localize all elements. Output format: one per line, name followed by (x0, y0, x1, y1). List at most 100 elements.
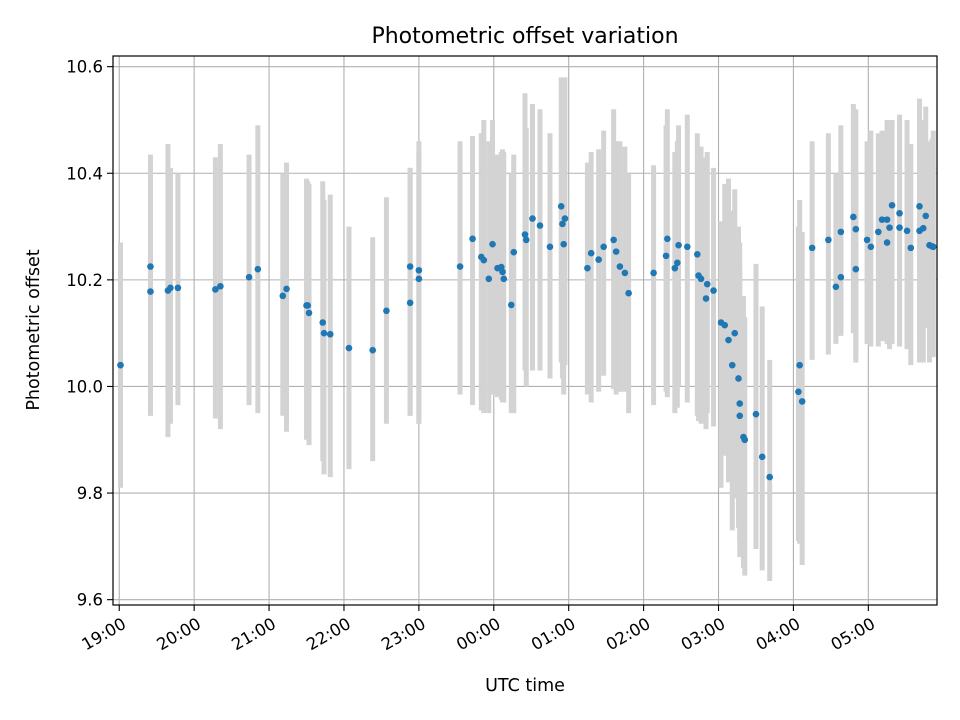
data-point (852, 265, 860, 273)
data-point (888, 201, 896, 209)
data-point (916, 203, 923, 210)
y-tick-label: 9.8 (77, 484, 103, 503)
data-point (625, 289, 632, 297)
data-point (867, 243, 875, 251)
data-point (345, 344, 353, 352)
data-point (766, 473, 774, 481)
data-point (546, 243, 554, 251)
data-point (922, 212, 930, 220)
data-point (521, 231, 529, 238)
data-point (480, 256, 488, 264)
data-point (929, 243, 937, 251)
data-point (896, 224, 903, 231)
data-point (595, 256, 602, 263)
data-point (485, 275, 493, 283)
data-point (245, 273, 253, 281)
data-point (907, 244, 915, 252)
data-point (559, 220, 566, 228)
data-point (728, 361, 736, 369)
data-point (616, 263, 624, 270)
data-point (675, 241, 682, 249)
data-point (664, 235, 671, 243)
data-point (735, 375, 742, 382)
data-point (875, 228, 882, 236)
data-point (796, 361, 803, 369)
data-point (610, 236, 617, 244)
data-point (500, 275, 508, 283)
data-point (587, 249, 595, 257)
data-point (674, 259, 681, 267)
data-point (671, 264, 679, 272)
data-point (406, 299, 414, 307)
data-point (536, 222, 544, 229)
data-point (741, 436, 749, 444)
data-point (600, 243, 607, 251)
data-point (697, 275, 705, 283)
x-axis-label: UTC time (485, 676, 565, 696)
data-point (254, 265, 262, 273)
data-point (320, 329, 328, 337)
data-point (279, 292, 287, 300)
data-point (702, 295, 710, 302)
data-point (662, 252, 670, 260)
data-point (731, 329, 739, 337)
data-point (903, 227, 911, 235)
data-point (825, 236, 832, 244)
data-point (489, 240, 496, 248)
data-point (684, 243, 691, 251)
data-point (167, 284, 174, 292)
data-point (369, 346, 376, 354)
chart-title: Photometric offset variation (371, 24, 678, 49)
data-point (305, 309, 313, 317)
data-point (469, 235, 476, 243)
y-tick-label: 10.6 (66, 58, 103, 77)
data-point (456, 263, 464, 270)
data-point (612, 248, 620, 255)
data-point (147, 288, 154, 295)
data-point (529, 215, 536, 222)
data-point (752, 410, 760, 418)
y-tick-label: 10.2 (66, 271, 103, 290)
y-tick-label: 10.4 (66, 164, 103, 183)
data-point (878, 216, 886, 223)
data-point (883, 239, 891, 246)
data-point (212, 286, 219, 293)
data-point (832, 283, 840, 291)
data-point (406, 263, 414, 270)
data-point (850, 213, 857, 221)
data-point (499, 268, 506, 276)
data-point (557, 203, 565, 210)
y-axis-label: Photometric offset (24, 249, 44, 410)
data-point (795, 388, 802, 396)
data-point (174, 284, 182, 292)
data-point (693, 250, 701, 258)
data-point (304, 302, 312, 309)
data-point (896, 209, 903, 217)
data-point (710, 287, 717, 294)
data-point (561, 215, 569, 222)
data-point (217, 282, 224, 290)
data-point (837, 273, 845, 281)
data-point (650, 269, 657, 277)
data-point (560, 240, 568, 248)
data-point (886, 224, 893, 231)
y-tick-label: 9.6 (77, 591, 103, 610)
data-point (808, 244, 816, 252)
data-point (798, 398, 806, 405)
data-point (852, 225, 860, 233)
data-point (736, 400, 744, 407)
data-point (415, 266, 423, 274)
data-point (319, 319, 327, 326)
data-point (621, 269, 629, 277)
data-point (736, 412, 744, 420)
data-point (758, 453, 766, 461)
data-point (863, 236, 871, 244)
data-point (507, 301, 515, 309)
plot-frame (112, 55, 938, 606)
data-point (283, 285, 290, 293)
data-points (117, 201, 937, 481)
data-point (383, 307, 390, 315)
y-tick-label: 10.0 (66, 377, 103, 396)
data-point (919, 224, 927, 232)
